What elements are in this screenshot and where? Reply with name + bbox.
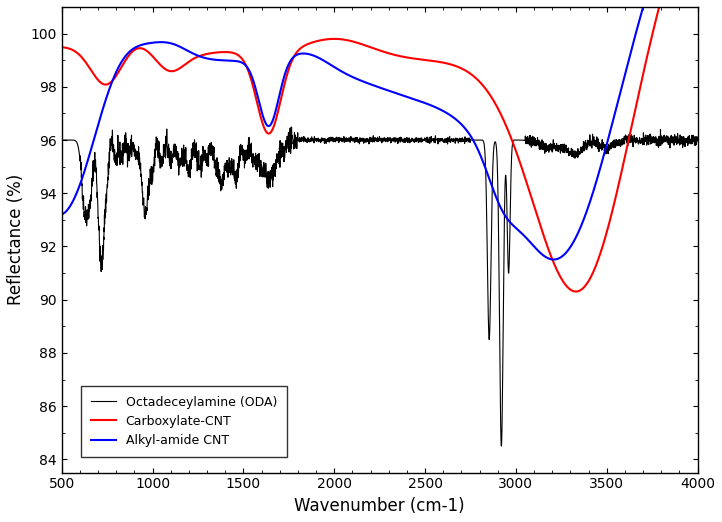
Carboxylate-CNT: [292, 49, 301, 55]
Octadeceylamine (ODA): [287, 124, 296, 130]
Alkyl-amide CNT: [58, 211, 66, 218]
Octadeceylamine (ODA): [497, 443, 505, 449]
Alkyl-amide CNT: [549, 256, 558, 263]
Alkyl-amide CNT: [163, 40, 172, 46]
Octadeceylamine (ODA): [690, 142, 699, 148]
Line: Carboxylate-CNT: Carboxylate-CNT: [62, 0, 697, 292]
Legend: Octadeceylamine (ODA), Carboxylate-CNT, Alkyl-amide CNT: Octadeceylamine (ODA), Carboxylate-CNT, …: [81, 386, 287, 457]
Alkyl-amide CNT: [344, 72, 352, 78]
Alkyl-amide CNT: [205, 56, 214, 62]
Y-axis label: Reflectance (%): Reflectance (%): [7, 174, 25, 305]
Octadeceylamine (ODA): [163, 150, 172, 156]
Carboxylate-CNT: [197, 52, 206, 58]
Carboxylate-CNT: [344, 37, 352, 43]
Octadeceylamine (ODA): [197, 169, 206, 175]
X-axis label: Wavenumber (cm-1): Wavenumber (cm-1): [295, 497, 465, 515]
Carboxylate-CNT: [58, 44, 66, 50]
Carboxylate-CNT: [163, 67, 172, 74]
Alkyl-amide CNT: [292, 52, 301, 58]
Line: Alkyl-amide CNT: Alkyl-amide CNT: [62, 0, 697, 259]
Carboxylate-CNT: [205, 51, 214, 57]
Octadeceylamine (ODA): [344, 138, 353, 144]
Alkyl-amide CNT: [197, 54, 206, 60]
Octadeceylamine (ODA): [292, 145, 301, 151]
Octadeceylamine (ODA): [205, 150, 214, 157]
Line: Octadeceylamine (ODA): Octadeceylamine (ODA): [62, 127, 697, 446]
Carboxylate-CNT: [572, 289, 580, 295]
Octadeceylamine (ODA): [693, 135, 702, 141]
Octadeceylamine (ODA): [58, 137, 66, 143]
